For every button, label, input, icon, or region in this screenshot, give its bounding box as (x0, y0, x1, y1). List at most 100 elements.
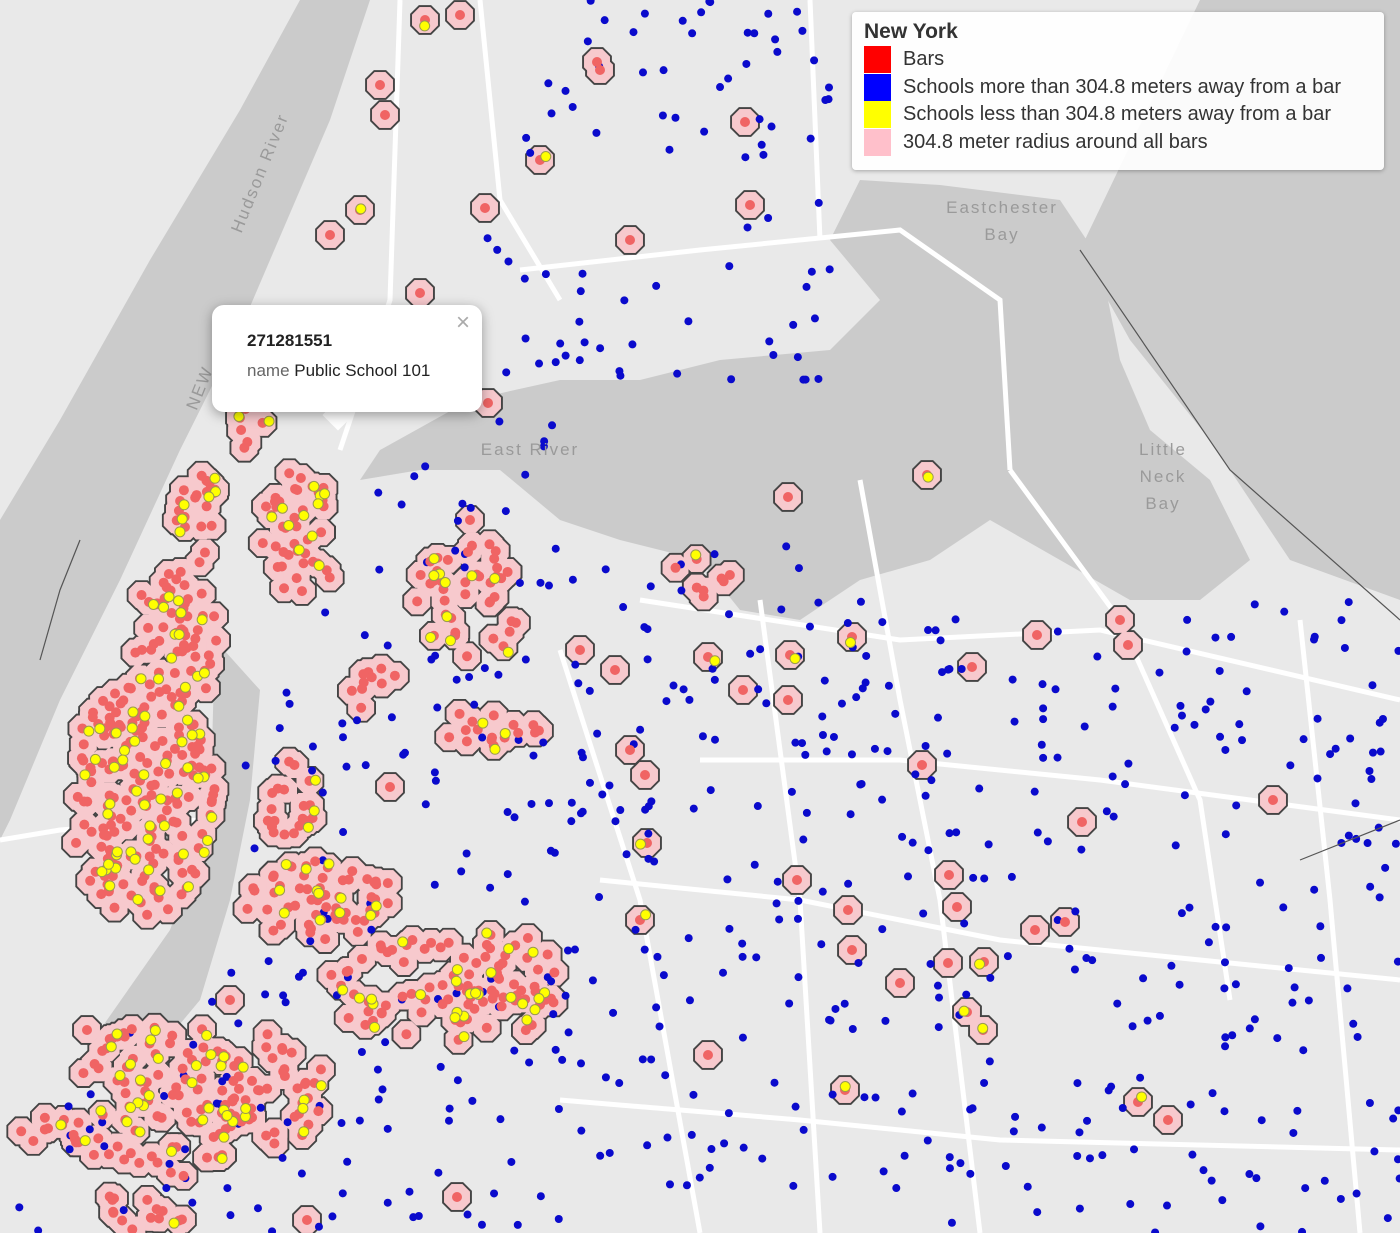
bar-point (205, 658, 216, 669)
school-far (283, 1118, 292, 1127)
school-far (281, 998, 290, 1007)
bar-point (130, 647, 141, 658)
school-far (878, 618, 887, 627)
school-near (221, 1109, 233, 1121)
popup-close[interactable]: × (455, 309, 470, 336)
bar-point (78, 739, 89, 750)
school-near (203, 1102, 215, 1114)
school-near (529, 1004, 541, 1016)
school-near (176, 736, 188, 748)
bar-point (466, 540, 477, 551)
bar-point (325, 230, 335, 240)
school-far (1136, 1073, 1145, 1082)
school-far (775, 915, 784, 924)
school-far (652, 1003, 661, 1012)
school-far (678, 16, 687, 25)
bar-point (163, 568, 174, 579)
school-far (620, 296, 629, 305)
bar-point (326, 969, 337, 980)
bar-point (625, 235, 635, 245)
school-far (338, 733, 347, 742)
school-near (129, 735, 141, 747)
school-far (1053, 627, 1062, 636)
school-far (1128, 1022, 1137, 1031)
school-near (201, 1029, 213, 1041)
bar-point (104, 712, 115, 723)
school-far (1370, 1147, 1379, 1156)
school-near (309, 774, 321, 786)
bar-point (380, 1000, 391, 1011)
bar-point (110, 688, 121, 699)
school-far (787, 787, 796, 796)
school-far (445, 1104, 454, 1113)
bar-point (398, 957, 409, 968)
school-near (458, 1031, 470, 1043)
school-far (1085, 1154, 1094, 1163)
school-far (1206, 697, 1215, 706)
school-far (794, 564, 803, 573)
school-far (1256, 1222, 1265, 1231)
school-far (514, 735, 523, 744)
school-near (190, 1060, 202, 1072)
bar-point (157, 735, 168, 746)
bar-point (415, 288, 425, 298)
school-far (588, 976, 597, 985)
school-near (470, 987, 482, 999)
school-far (956, 1159, 965, 1168)
school-far (945, 1153, 954, 1162)
school-far (1009, 1127, 1018, 1136)
boundary (39, 249, 1400, 861)
school-far (525, 1058, 534, 1067)
school-far (765, 337, 774, 346)
legend-label: 304.8 meter radius around all bars (903, 130, 1208, 153)
bar-point (146, 644, 157, 655)
school-far (160, 1092, 169, 1101)
legend-item: Schools more than 304.8 meters away from… (864, 73, 1372, 102)
school-near (142, 833, 154, 845)
school-far (165, 1159, 174, 1168)
bar-point (79, 819, 90, 830)
school-far (644, 829, 653, 838)
school-far (1376, 747, 1385, 756)
school-far (969, 873, 978, 882)
school-far (1352, 1189, 1361, 1198)
school-far (1088, 956, 1097, 965)
school-far (1065, 944, 1074, 953)
school-near (216, 1153, 228, 1165)
bar-point (548, 997, 559, 1008)
school-far (685, 996, 694, 1005)
school-far (1126, 1200, 1135, 1209)
school-far (934, 1023, 943, 1032)
school-near (958, 1005, 970, 1017)
school-far (688, 29, 697, 38)
school-far (1075, 1204, 1084, 1213)
bar-point (119, 1154, 130, 1165)
school-far (750, 29, 759, 38)
schools-far (15, 0, 1400, 1233)
school-near (147, 599, 159, 611)
bar-point (389, 670, 400, 681)
school-far (1351, 799, 1360, 808)
school-far (818, 730, 827, 739)
school-far (189, 1040, 198, 1049)
school-far (716, 83, 725, 92)
school-far (222, 1072, 231, 1081)
school-far (669, 681, 678, 690)
bar-point (443, 937, 454, 948)
school-far (465, 673, 474, 682)
school-near (974, 958, 986, 970)
school-far (306, 937, 315, 946)
school-far (1216, 732, 1225, 741)
school-far (710, 550, 719, 559)
school-far (486, 883, 495, 892)
school-far (825, 1015, 834, 1024)
school-far (1367, 775, 1376, 784)
bar-point (240, 1095, 251, 1106)
map-label: Bay (984, 225, 1019, 244)
bar-point (154, 635, 165, 646)
school-near (196, 614, 208, 626)
school-far (583, 37, 592, 46)
school-far (387, 713, 396, 722)
school-far (802, 808, 811, 817)
school-far (343, 1157, 352, 1166)
